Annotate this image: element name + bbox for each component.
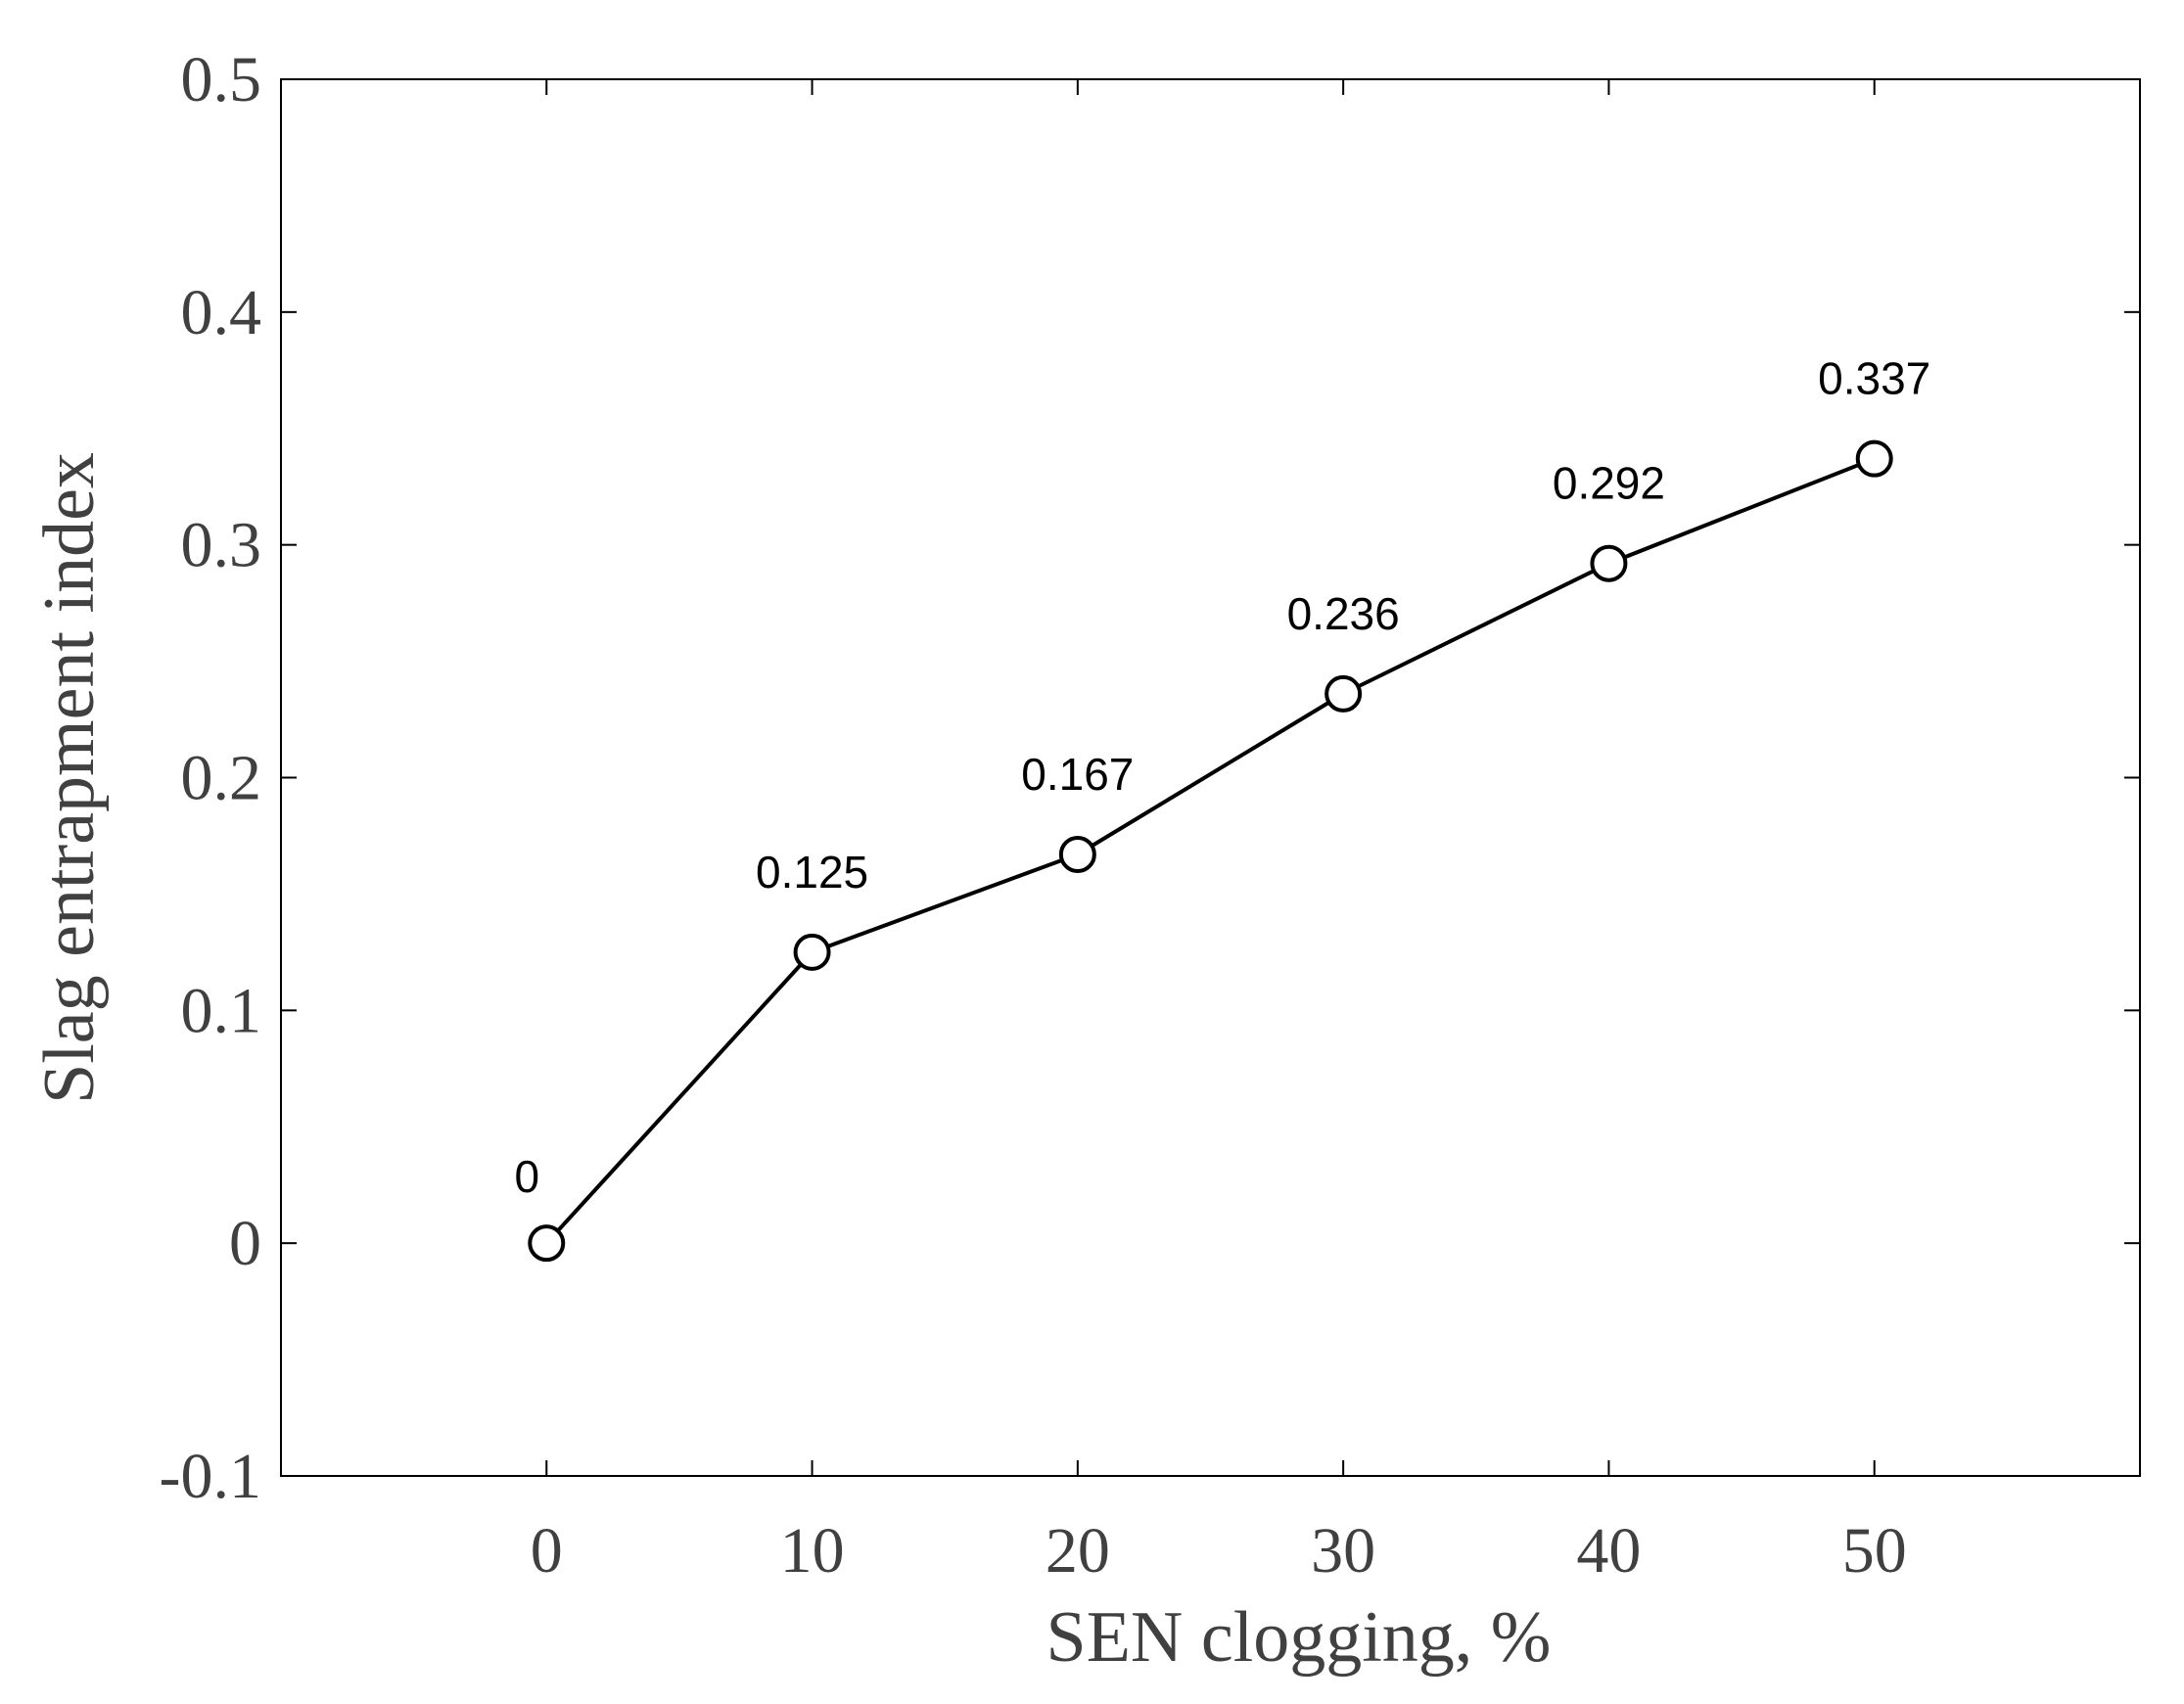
- series-line: [544, 456, 1876, 1245]
- x-tick-label: 0: [531, 1515, 563, 1587]
- x-tick-label: 40: [1576, 1515, 1641, 1587]
- x-axis-title: SEN clogging, %: [1046, 1597, 1552, 1678]
- x-tick-label: 20: [1046, 1515, 1110, 1587]
- series: [528, 439, 1893, 1263]
- data-labels: 0 0.125 0.167 0.236 0.292 0.337: [514, 353, 1930, 1202]
- data-label: 0.292: [1553, 458, 1665, 509]
- y-tick-label: 0.5: [181, 44, 262, 115]
- ticks: 0 10 20 30 40 50 -0.1 0 0.1 0.2 0.3 0.4 0.5: [160, 44, 2140, 1587]
- data-point-marker: [1058, 835, 1096, 873]
- y-tick-label: 0.3: [181, 510, 262, 581]
- data-label: 0.125: [756, 847, 868, 898]
- y-tick-label: 0.1: [181, 975, 262, 1046]
- data-label: 0.236: [1287, 588, 1400, 639]
- data-point-marker: [1855, 439, 1893, 478]
- x-tick-label: 10: [780, 1515, 845, 1587]
- data-point-marker: [528, 1224, 566, 1263]
- data-label: 0: [514, 1151, 539, 1202]
- y-tick-label: -0.1: [160, 1441, 261, 1512]
- axes: [280, 78, 2141, 1477]
- x-tick-label: 50: [1842, 1515, 1907, 1587]
- data-point-marker: [793, 933, 831, 971]
- y-tick-label: 0.2: [181, 743, 262, 814]
- y-tick-label: 0.4: [181, 277, 262, 348]
- x-tick-label: 30: [1311, 1515, 1375, 1587]
- plot-frame: [280, 78, 2141, 1477]
- data-point-marker: [1590, 544, 1628, 582]
- data-point-marker: [1324, 674, 1363, 713]
- y-axis-title: Slag entrapment index: [29, 452, 110, 1104]
- y-tick-label: 0: [229, 1208, 261, 1279]
- data-label: 0.167: [1021, 749, 1134, 800]
- data-label: 0.337: [1818, 353, 1930, 404]
